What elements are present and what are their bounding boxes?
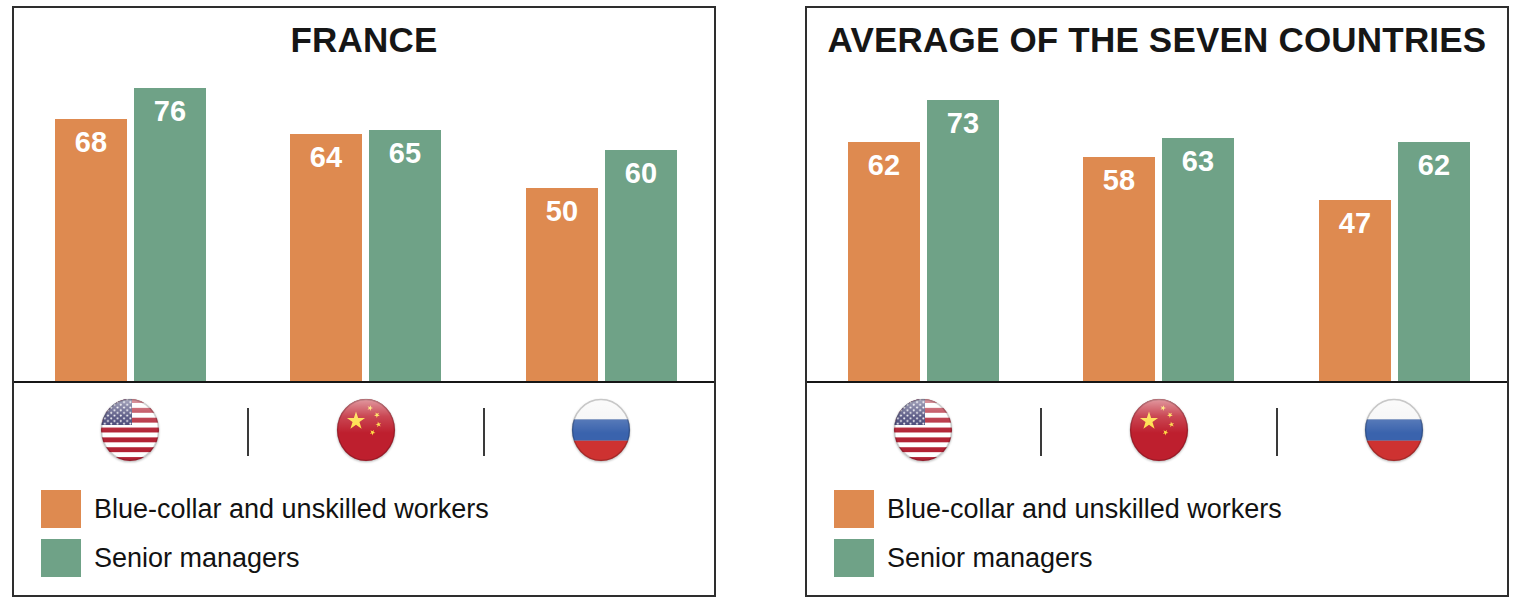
bar-senior-managers: 60: [605, 150, 677, 381]
legend-swatch-green: [834, 539, 874, 577]
bar-value-label: 76: [134, 88, 206, 128]
panel-average-seven-countries: AVERAGE OF THE SEVEN COUNTRIES 62 73 58 …: [805, 6, 1509, 597]
bar-pair-united-states: 62 73: [848, 100, 999, 381]
bar-blue-collar: 64: [290, 134, 362, 381]
plot-area-average: AVERAGE OF THE SEVEN COUNTRIES 62 73 58 …: [807, 8, 1507, 383]
category-flag-row: [807, 385, 1507, 481]
flag-divider: [483, 408, 485, 456]
plot-area-france: FRANCE 68 76 64 65 50: [14, 8, 714, 383]
bar-value-label: 63: [1162, 138, 1234, 178]
chart-title-france: FRANCE: [14, 20, 714, 60]
bar-senior-managers: 73: [927, 100, 999, 381]
legend-label: Senior managers: [887, 543, 1093, 574]
legend-label: Blue-collar and unskilled workers: [887, 494, 1282, 525]
china-flag-icon: [336, 398, 396, 462]
legend-label: Senior managers: [94, 543, 300, 574]
bar-blue-collar: 47: [1319, 200, 1391, 381]
flag-divider: [247, 408, 249, 456]
russia-flag-icon: [1364, 398, 1424, 462]
bar-value-label: 60: [605, 150, 677, 190]
legend: Blue-collar and unskilled workers Senior…: [834, 490, 1282, 577]
bar-value-label: 73: [927, 100, 999, 140]
bar-pair-united-states: 68 76: [55, 88, 206, 381]
china-flag-icon: [1129, 398, 1189, 462]
flag-divider: [1276, 408, 1278, 456]
us-flag-icon: [100, 398, 160, 462]
bar-senior-managers: 63: [1162, 138, 1234, 381]
panel-france: FRANCE 68 76 64 65 50: [12, 6, 716, 597]
legend-label: Blue-collar and unskilled workers: [94, 494, 489, 525]
us-flag-icon: [893, 398, 953, 462]
bar-value-label: 47: [1319, 200, 1391, 240]
bar-blue-collar: 68: [55, 119, 127, 381]
bar-value-label: 68: [55, 119, 127, 159]
bar-value-label: 62: [848, 142, 920, 182]
legend: Blue-collar and unskilled workers Senior…: [41, 490, 489, 577]
legend-swatch-green: [41, 539, 81, 577]
bar-blue-collar: 62: [848, 142, 920, 381]
bar-senior-managers: 76: [134, 88, 206, 381]
category-flag-row: [14, 385, 714, 481]
bar-pair-china: 64 65: [290, 130, 441, 381]
legend-item-blue-collar: Blue-collar and unskilled workers: [834, 490, 1282, 528]
legend-swatch-orange: [41, 490, 81, 528]
bar-value-label: 50: [526, 188, 598, 228]
bar-pair-russia: 47 62: [1319, 142, 1470, 381]
bar-blue-collar: 50: [526, 188, 598, 381]
chart-title-average: AVERAGE OF THE SEVEN COUNTRIES: [807, 20, 1507, 60]
bar-senior-managers: 62: [1398, 142, 1470, 381]
bar-value-label: 62: [1398, 142, 1470, 182]
bar-value-label: 58: [1083, 157, 1155, 197]
russia-flag-icon: [571, 398, 631, 462]
bar-senior-managers: 65: [369, 130, 441, 381]
bar-value-label: 65: [369, 130, 441, 170]
bar-blue-collar: 58: [1083, 157, 1155, 381]
legend-item-blue-collar: Blue-collar and unskilled workers: [41, 490, 489, 528]
legend-item-senior-managers: Senior managers: [834, 539, 1282, 577]
bar-value-label: 64: [290, 134, 362, 174]
flag-divider: [1040, 408, 1042, 456]
legend-swatch-orange: [834, 490, 874, 528]
dual-bar-chart-figure: FRANCE 68 76 64 65 50: [0, 0, 1520, 608]
legend-item-senior-managers: Senior managers: [41, 539, 489, 577]
bar-pair-russia: 50 60: [526, 150, 677, 381]
bar-pair-china: 58 63: [1083, 138, 1234, 381]
